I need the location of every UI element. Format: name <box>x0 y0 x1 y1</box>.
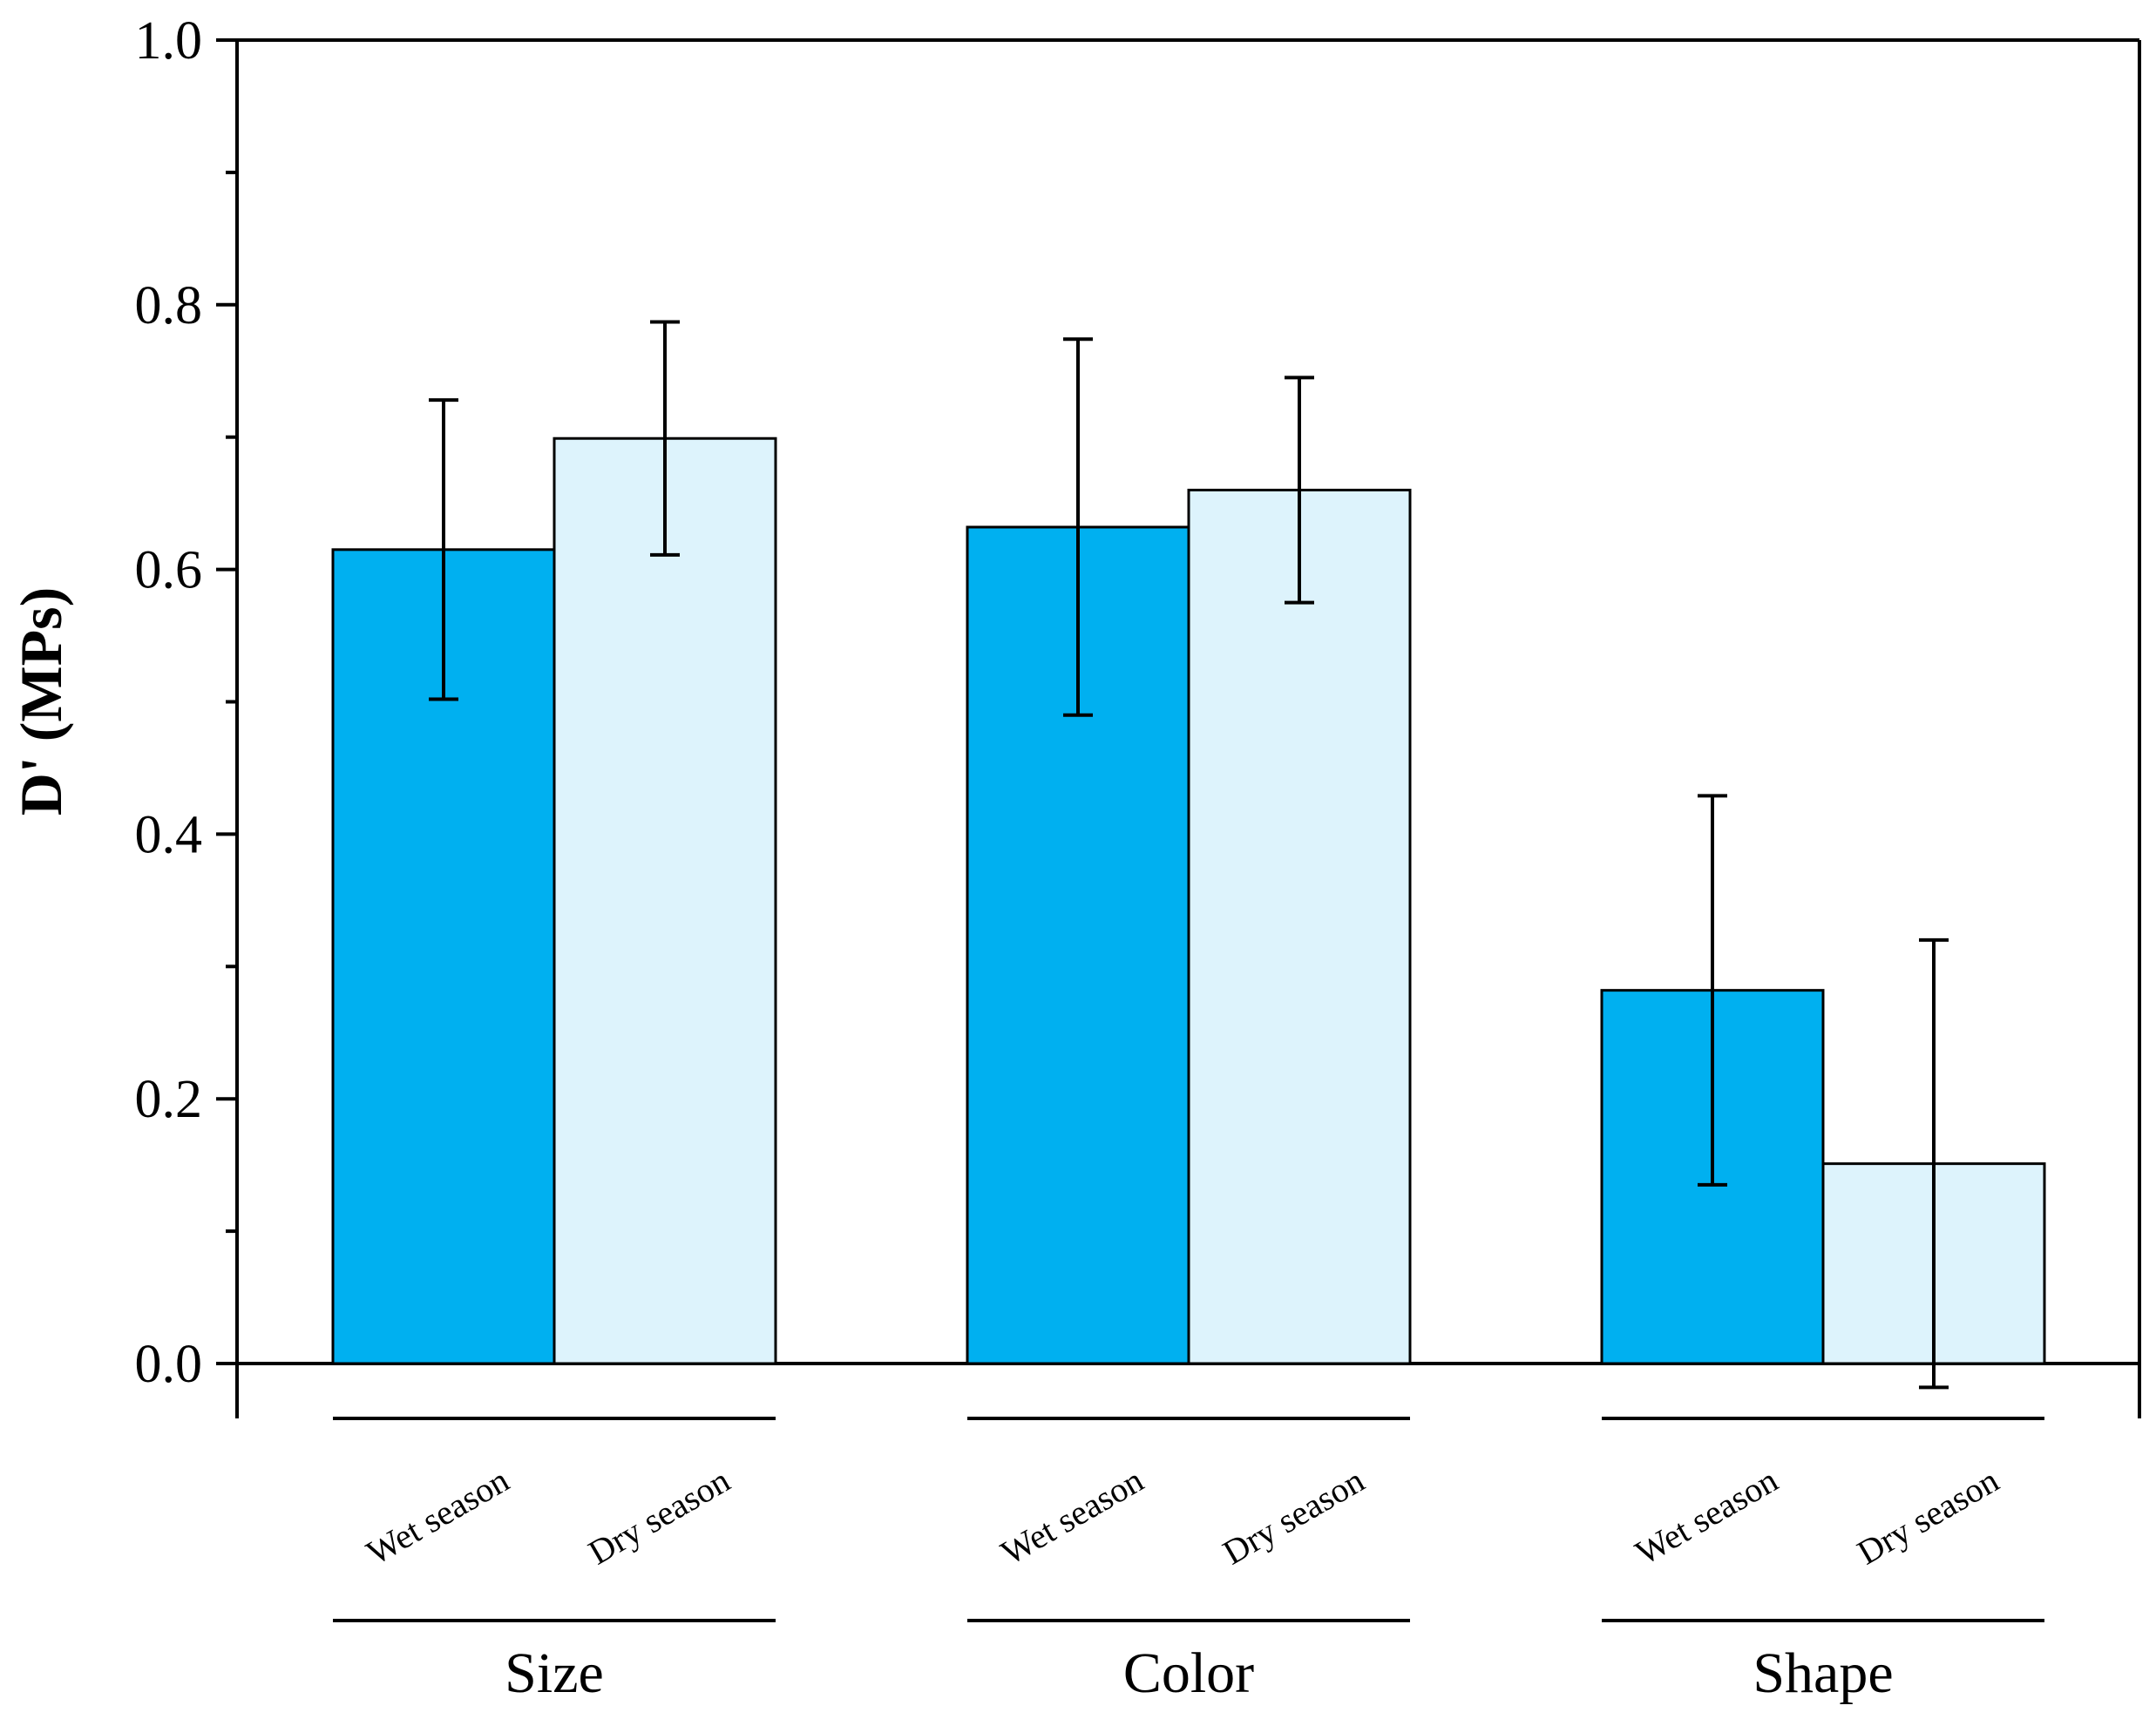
y-tick-label: 0.2 <box>135 1070 203 1129</box>
category-label: Wet season <box>360 1460 515 1573</box>
error-bar <box>650 320 680 557</box>
y-tick-label: 0.8 <box>135 276 203 335</box>
category-label: Wet season <box>994 1460 1149 1573</box>
error-bar <box>1698 794 1727 1187</box>
error-bar <box>1919 937 1949 1390</box>
bar-size-dry-season <box>553 437 777 1365</box>
y-axis-label: D' (MPs) <box>8 587 74 816</box>
group-label-size: Size <box>505 1641 604 1705</box>
bars <box>331 437 2046 1365</box>
group-label-color: Color <box>1123 1641 1254 1705</box>
y-tick-label: 0.6 <box>135 541 203 600</box>
x-axis-categories: Wet season Dry season Size Wet season Dry se… <box>333 1417 2044 1705</box>
group-label-shape: Shape <box>1753 1641 1893 1705</box>
category-label: Dry season <box>582 1460 736 1572</box>
y-tick-label: 1.0 <box>135 11 203 71</box>
error-bar <box>429 398 458 701</box>
error-bar <box>1285 376 1314 605</box>
bar-color-dry-season <box>1187 488 1412 1365</box>
error-bar <box>1063 337 1093 717</box>
category-label: Dry season <box>1217 1460 1371 1572</box>
category-label: Dry season <box>1851 1460 2005 1572</box>
y-axis: 0.0 0.2 0.4 0.6 0.8 1.0 <box>135 11 237 1394</box>
y-tick-label: 0.0 <box>135 1335 203 1394</box>
category-label: Wet season <box>1629 1460 1784 1573</box>
error-bars <box>429 320 1949 1390</box>
y-tick-label: 0.4 <box>135 805 203 864</box>
